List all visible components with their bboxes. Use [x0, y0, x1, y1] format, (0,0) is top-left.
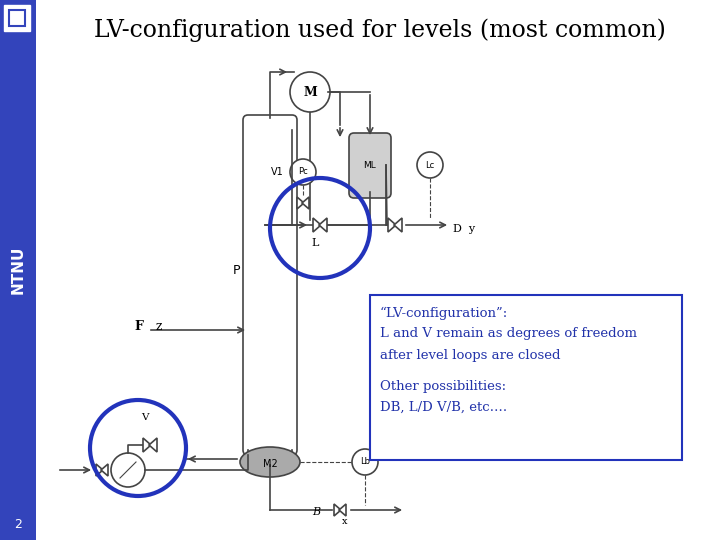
Polygon shape: [388, 218, 396, 232]
Text: V: V: [141, 414, 149, 422]
FancyBboxPatch shape: [349, 133, 391, 198]
Circle shape: [417, 152, 443, 178]
Bar: [0, 0, 36, 540]
Circle shape: [352, 449, 378, 475]
Polygon shape: [143, 438, 151, 452]
Polygon shape: [302, 197, 309, 209]
Polygon shape: [394, 218, 402, 232]
Text: F: F: [134, 321, 143, 334]
Text: x: x: [342, 517, 348, 526]
Text: z: z: [156, 321, 163, 334]
Polygon shape: [149, 438, 157, 452]
Text: 2: 2: [14, 517, 22, 530]
Ellipse shape: [240, 447, 300, 477]
FancyBboxPatch shape: [243, 115, 297, 455]
Text: Pc: Pc: [298, 167, 308, 177]
Text: V1: V1: [271, 167, 284, 177]
Polygon shape: [334, 504, 341, 516]
Text: D  y: D y: [453, 224, 475, 234]
FancyBboxPatch shape: [370, 295, 682, 460]
Polygon shape: [319, 218, 327, 232]
Text: NTNU: NTNU: [11, 246, 25, 294]
Text: M2: M2: [263, 459, 277, 469]
Text: L: L: [311, 238, 319, 248]
Polygon shape: [313, 218, 321, 232]
Text: M: M: [303, 86, 317, 99]
Text: L and V remain as degrees of freedom: L and V remain as degrees of freedom: [380, 327, 637, 341]
Polygon shape: [339, 504, 346, 516]
Circle shape: [111, 453, 145, 487]
Polygon shape: [297, 197, 304, 209]
Text: Lc: Lc: [426, 160, 435, 170]
Text: B: B: [312, 507, 320, 517]
Text: after level loops are closed: after level loops are closed: [380, 348, 560, 361]
Text: LV-configuration used for levels (most common): LV-configuration used for levels (most c…: [94, 18, 666, 42]
FancyBboxPatch shape: [4, 5, 30, 31]
Polygon shape: [101, 464, 108, 476]
Text: Lb: Lb: [360, 457, 370, 467]
Circle shape: [290, 159, 316, 185]
Text: ML: ML: [364, 160, 377, 170]
Text: “LV-configuration”:: “LV-configuration”:: [380, 306, 508, 320]
Circle shape: [290, 72, 330, 112]
Text: Other possibilities:: Other possibilities:: [380, 380, 506, 393]
Text: DB, L/D V/B, etc….: DB, L/D V/B, etc….: [380, 401, 507, 414]
Text: P: P: [233, 264, 240, 276]
Polygon shape: [96, 464, 103, 476]
